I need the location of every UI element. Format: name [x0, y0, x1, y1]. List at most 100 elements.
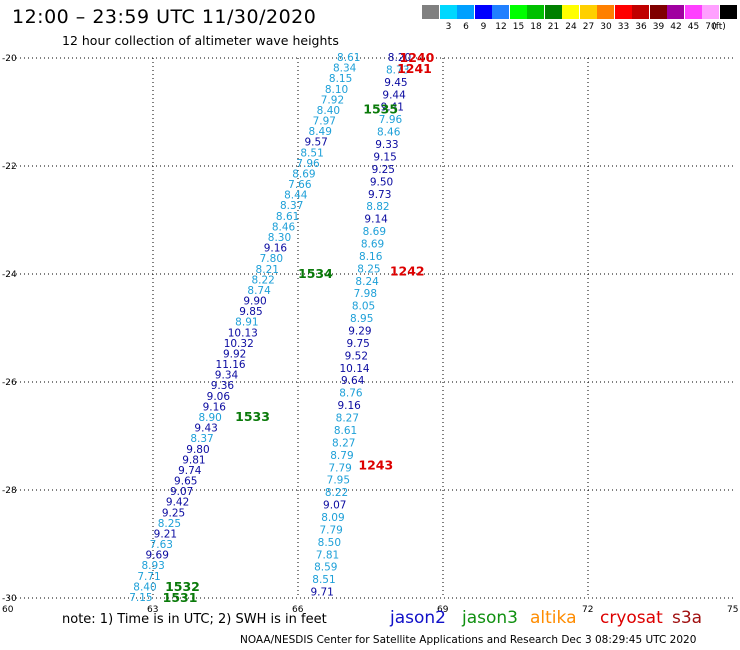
pass-number-label: 1533: [235, 409, 270, 424]
wave-height-value: 8.37: [280, 200, 303, 212]
legend-label: 42: [670, 22, 682, 32]
wave-height-value: 8.27: [332, 437, 355, 449]
wave-height-value: 8.25: [357, 263, 380, 275]
wave-height-value: 9.06: [207, 391, 231, 403]
wave-height-value: 9.71: [310, 587, 333, 599]
wave-height-value: 7.66: [288, 179, 312, 191]
wave-height-value: 8.61: [334, 425, 357, 437]
wave-height-value: 9.25: [162, 507, 185, 519]
wave-height-value: 8.10: [325, 84, 348, 96]
wave-height-value: 8.51: [312, 574, 335, 586]
wave-height-value: 9.16: [264, 243, 288, 255]
wave-height-value: 8.05: [352, 301, 375, 313]
lat-tick-label: -22: [2, 162, 17, 172]
wave-height-value: 8.61: [337, 52, 360, 64]
wave-height-value: 7.97: [313, 116, 336, 128]
wave-height-value: 8.40: [133, 581, 156, 593]
wave-height-value: 9.45: [384, 77, 407, 89]
wave-height-value: 9.75: [346, 338, 369, 350]
wave-height-value: 9.64: [341, 375, 365, 387]
wave-height-value: 8.51: [300, 147, 323, 159]
wave-height-value: 7.92: [321, 94, 344, 106]
wave-height-value: 8.40: [317, 105, 340, 117]
wave-height-value: 8.34: [333, 63, 357, 75]
wave-height-value: 8.44: [284, 190, 308, 202]
wave-height-value: 7.79: [328, 462, 351, 474]
legend-swatch: [579, 5, 597, 19]
satellite-jason2: jason2: [390, 608, 446, 628]
wave-height-value: 8.69: [361, 238, 384, 250]
wave-height-value: 7.81: [316, 549, 339, 561]
legend-label: 27: [582, 22, 595, 32]
wave-height-value: 9.50: [370, 176, 393, 188]
wave-height-value: 7.96: [379, 114, 403, 126]
lat-tick-label: -30: [2, 594, 17, 604]
lat-tick-label: -28: [2, 486, 17, 496]
lon-tick-label: 69: [437, 605, 449, 615]
wave-height-value: 7.15: [129, 592, 152, 604]
pass-number-label: 1240: [400, 50, 435, 65]
wave-height-value: 9.44: [382, 89, 406, 101]
legend-label: 36: [635, 22, 647, 32]
wave-height-value: 8.95: [350, 313, 373, 325]
wave-height-value: 9.21: [154, 528, 177, 540]
wave-height-value: 8.46: [272, 221, 296, 233]
wave-height-value: 7.63: [150, 539, 173, 551]
legend-swatch: [544, 5, 562, 19]
wave-height-value: 8.15: [329, 73, 352, 85]
wave-height-value: 8.76: [339, 388, 363, 400]
map-title: 12:00 – 23:59 UTC 11/30/2020: [12, 6, 317, 28]
wave-height-value: 9.69: [146, 550, 169, 562]
wave-height-value: 7.98: [354, 288, 377, 300]
wave-height-value: 10.32: [224, 338, 254, 350]
lon-tick-label: 60: [2, 605, 14, 615]
wave-height-value: 7.96: [296, 158, 320, 170]
legend-label: 39: [652, 22, 665, 32]
legend-label: 24: [565, 22, 577, 32]
wave-height-value: 8.79: [330, 450, 353, 462]
wave-height-value: 9.57: [304, 137, 327, 149]
pass-number-label: 1535: [363, 101, 398, 116]
wave-height-value: 9.42: [166, 497, 189, 509]
wave-height-value: 8.50: [318, 537, 341, 549]
wave-height-value: 8.16: [359, 251, 383, 263]
wave-height-value: 7.79: [319, 524, 342, 536]
lon-tick-label: 63: [147, 605, 158, 615]
wave-height-value: 8.46: [377, 127, 401, 139]
wave-height-value: 8.69: [363, 226, 386, 238]
wave-height-value: 8.91: [235, 317, 258, 329]
legend-label: 3: [445, 22, 452, 32]
credit-line: NOAA/NESDIS Center for Satellite Applica…: [240, 634, 697, 646]
legend-unit: (ft): [712, 22, 726, 32]
satellite-jason3: jason3: [462, 608, 518, 628]
wave-height-value: 9.25: [372, 164, 395, 176]
wave-height-value: 7.80: [260, 253, 283, 265]
wave-height-value: 9.43: [194, 423, 217, 435]
legend-swatch: [597, 5, 614, 19]
wave-height-value: 9.29: [348, 326, 371, 338]
legend-label: 6: [463, 22, 469, 32]
legend-swatch: [719, 5, 737, 19]
pass-number-label: 1534: [298, 266, 333, 281]
pass-number-label: 1531: [163, 590, 198, 605]
wave-height-value: 9.36: [211, 380, 235, 392]
wave-height-value: 8.22: [325, 487, 348, 499]
legend-swatch: [439, 5, 457, 19]
satellite-altika: altika: [530, 608, 577, 628]
legend-label: 33: [617, 22, 630, 32]
wave-height-value: 9.34: [215, 370, 239, 382]
wave-height-value: 8.30: [268, 232, 291, 244]
wave-height-value: 9.07: [170, 486, 193, 498]
legend-swatch: [667, 5, 684, 19]
wave-height-value: 9.85: [239, 306, 262, 318]
wave-height-value: 9.52: [345, 350, 368, 362]
wave-height-value: 8.69: [292, 168, 315, 180]
legend-label: 12: [495, 22, 507, 32]
wave-height-value: 8.93: [141, 560, 164, 572]
legend-swatch: [474, 5, 492, 19]
satellite-cryosat: cryosat: [600, 608, 663, 628]
legend-swatch: [702, 5, 719, 19]
wave-height-value: 10.14: [340, 363, 370, 375]
wave-height-value: 9.74: [178, 465, 202, 477]
